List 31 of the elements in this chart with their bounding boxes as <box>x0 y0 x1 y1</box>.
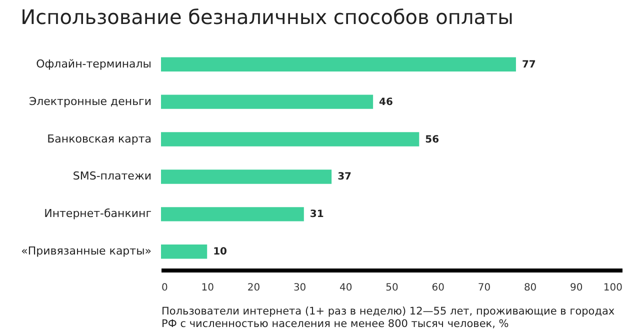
bar <box>161 132 420 146</box>
y-tick-label: SMS-платежи <box>72 170 152 183</box>
bar <box>161 244 208 259</box>
y-tick-label: Интернет-банкинг <box>44 207 152 220</box>
data-label: 31 <box>310 209 324 220</box>
bar <box>161 207 304 222</box>
x-tick-label: 0 <box>162 282 168 294</box>
data-label: 77 <box>522 59 536 70</box>
chart-title: Использование безналичных способов оплаты <box>20 5 514 29</box>
x-tick-label: 50 <box>386 282 398 294</box>
x-tick-label: 20 <box>247 282 260 294</box>
y-tick-label: Электронные деньги <box>28 94 152 108</box>
y-tick-label: Офлайн-терминалы <box>36 57 152 70</box>
x-tick-label: 100 <box>603 282 622 294</box>
y-tick-label: Банковская карта <box>47 132 152 146</box>
x-tick-label: 10 <box>201 282 214 294</box>
bar <box>161 57 516 72</box>
x-tick-label: 70 <box>478 282 491 294</box>
x-tick-label: 30 <box>293 282 306 294</box>
x-tick-label: 40 <box>340 282 352 294</box>
x-axis-title: Пользователи интернета (1+ раз в неделю) 12—55 лет, проживающие в городах РФ с численностью населения не менее 800 тысяч человек, % <box>162 306 615 330</box>
data-label: 56 <box>425 134 440 146</box>
y-tick-label: «Привязанные карты» <box>21 244 152 258</box>
x-tick-label: 80 <box>524 282 537 294</box>
data-label: 37 <box>338 172 352 183</box>
data-label: 10 <box>213 246 228 258</box>
bar <box>161 170 332 184</box>
x-tick-label: 90 <box>570 282 583 294</box>
x-tick-label: 60 <box>432 282 444 294</box>
bar <box>161 94 374 109</box>
data-label: 46 <box>379 96 394 108</box>
